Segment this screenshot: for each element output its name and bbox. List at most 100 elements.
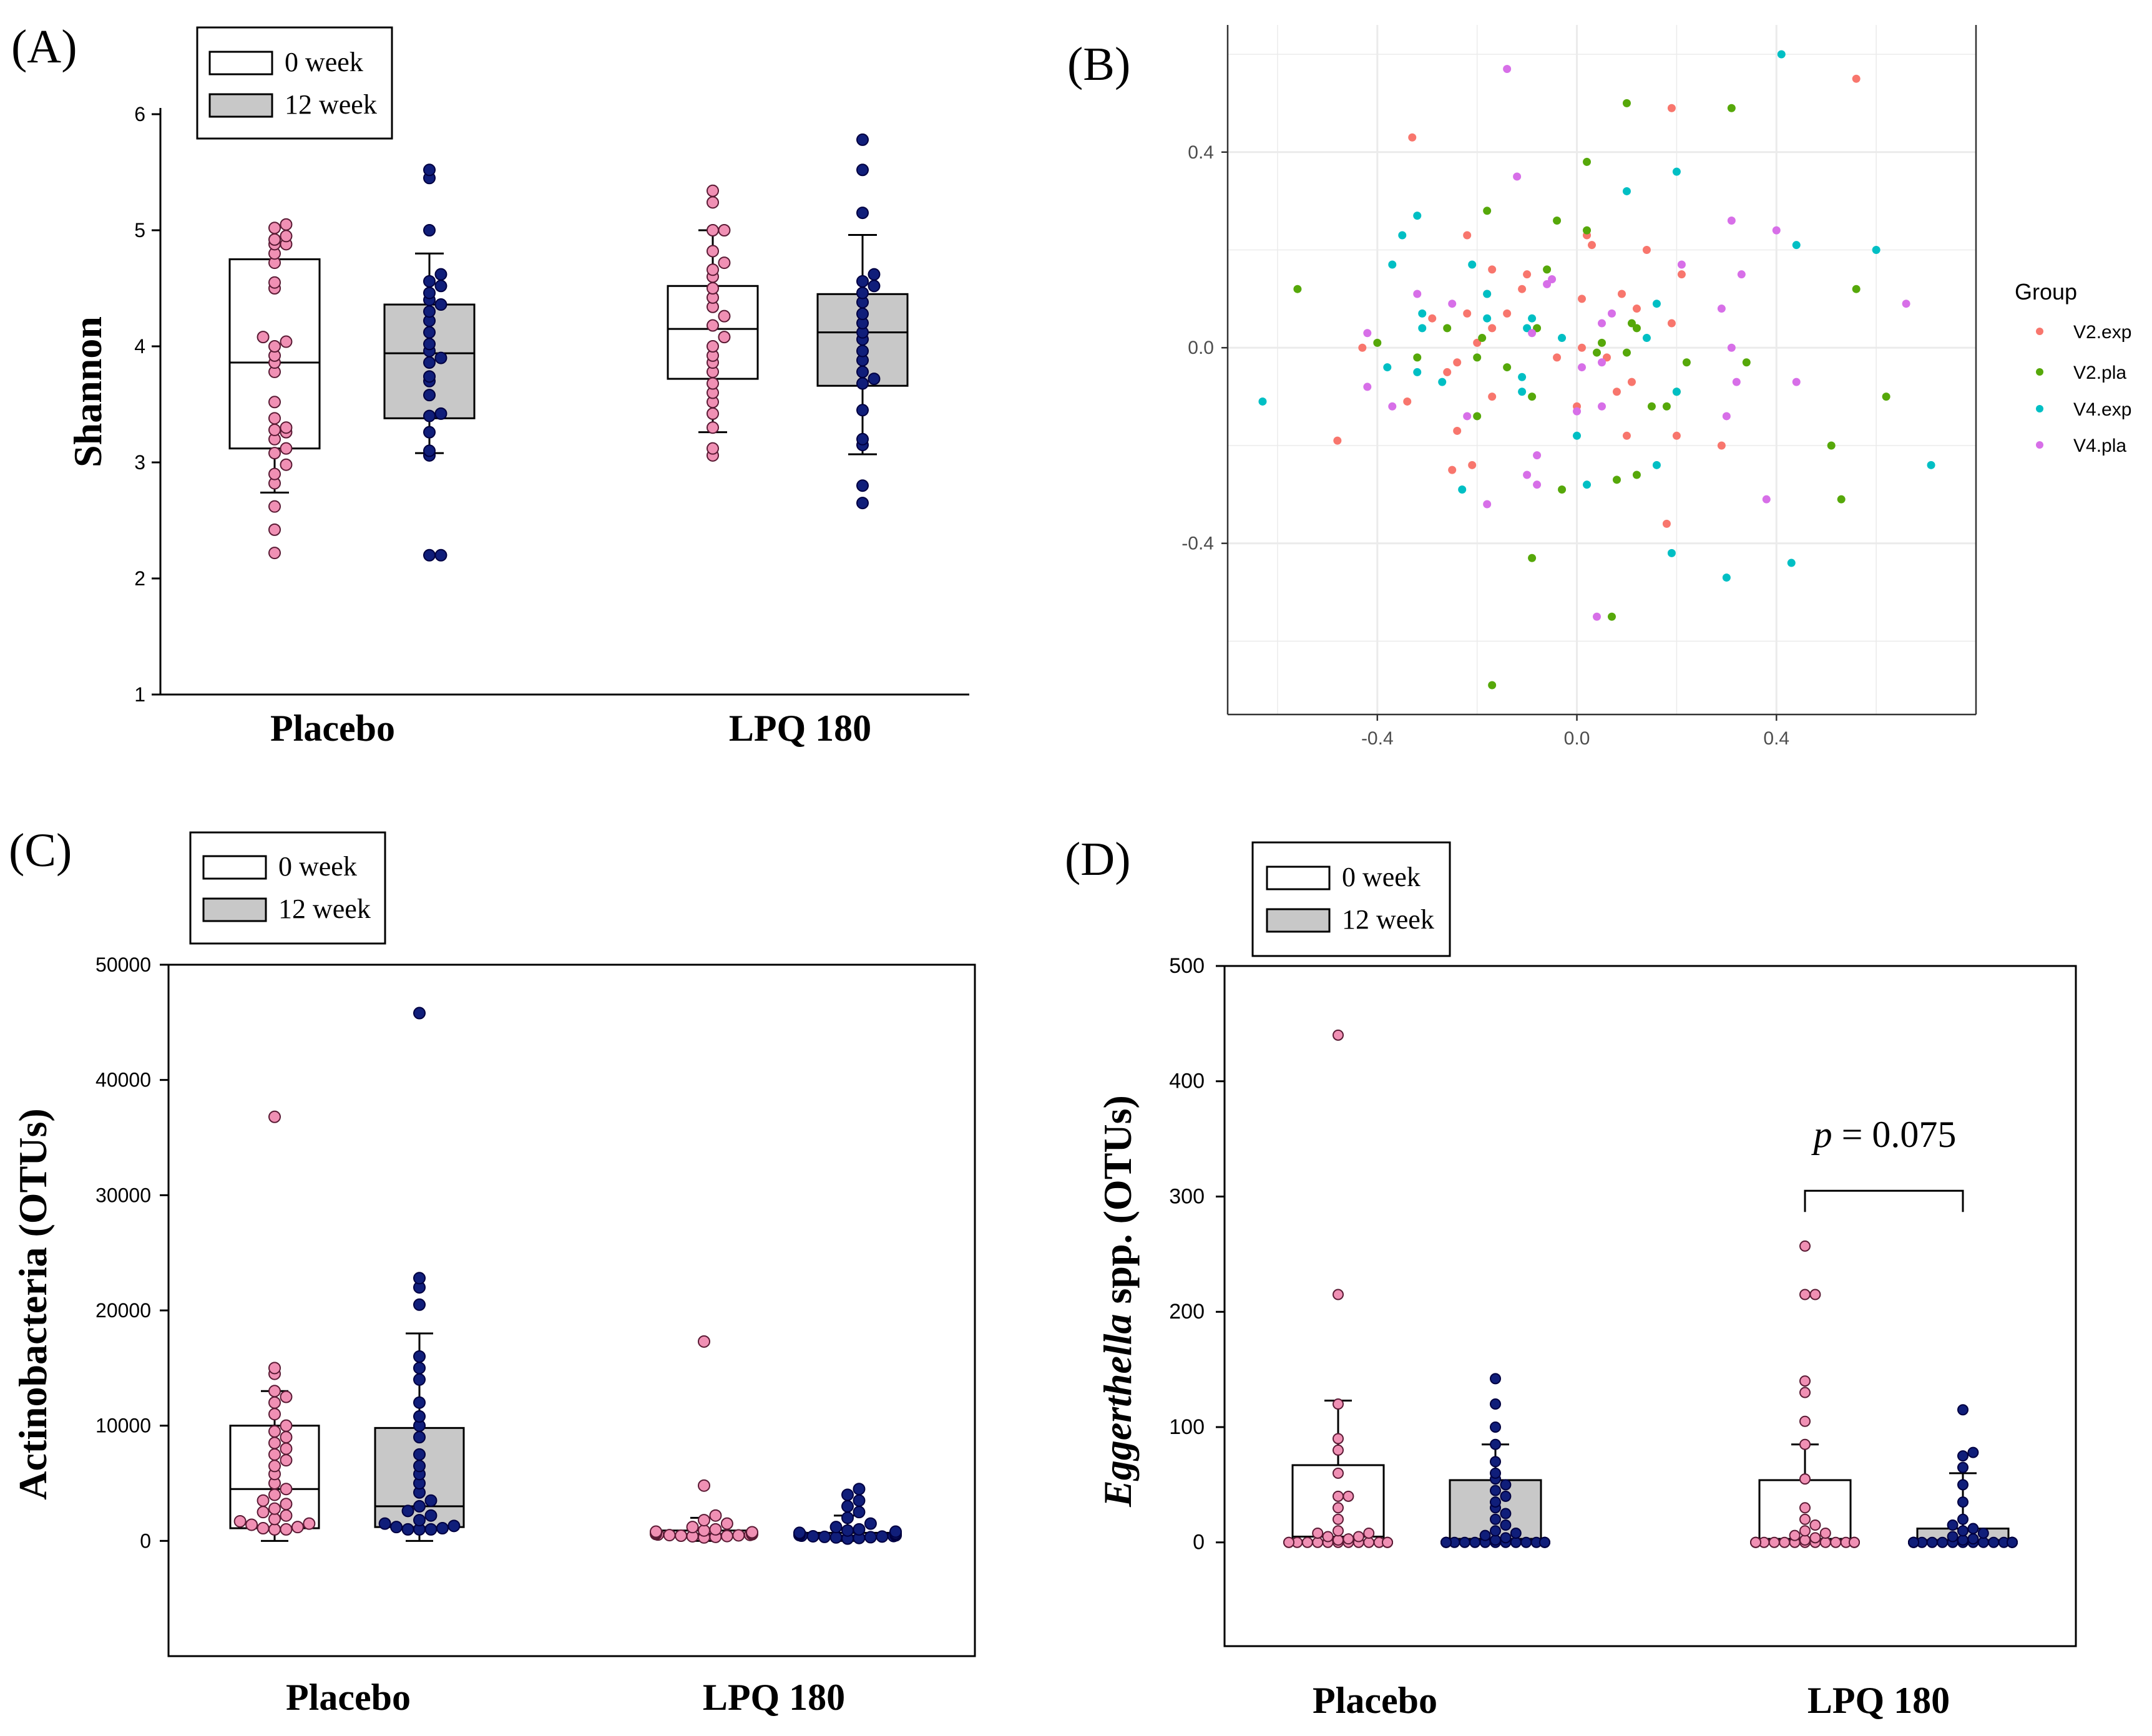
data-point-a-3-21	[856, 133, 869, 146]
legend-label-12week-c: 12 week	[278, 894, 371, 924]
legend-label-12week-a: 12 week	[285, 89, 377, 120]
data-point-d-1-30	[1490, 1456, 1501, 1468]
x-tick-label-b-2: 0.4	[1763, 728, 1789, 749]
scatter-point-2-29	[1667, 549, 1676, 557]
scatter-point-1-35	[1607, 612, 1616, 621]
data-point-a-2-24	[707, 184, 719, 197]
scatter-point-3-16	[1598, 358, 1606, 367]
data-point-d-0-16	[1322, 1531, 1334, 1543]
legend-swatch-0week-d	[1266, 866, 1331, 890]
scatter-point-3-23	[1722, 412, 1731, 421]
scatter-point-1-13	[1598, 338, 1606, 347]
scatter-point-2-17	[1642, 334, 1651, 343]
scatter-point-0-39	[1612, 388, 1621, 396]
series-V2.pla	[1293, 99, 1890, 690]
scatter-point-2-24	[1258, 397, 1267, 406]
legend-label-v4pla: V4.pla	[2073, 436, 2126, 456]
data-point-c-1-16	[413, 1448, 426, 1461]
scatter-point-1-19	[1622, 348, 1631, 357]
panel-label-b: (B)	[1067, 38, 1130, 90]
scatter-point-2-26	[1583, 480, 1592, 489]
box-group-c-0	[229, 1110, 320, 1542]
series-V4.exp	[1258, 50, 1935, 582]
scatter-point-2-21	[1518, 373, 1527, 381]
data-point-c-0-28	[268, 1385, 281, 1398]
data-point-d-0-18	[1312, 1527, 1324, 1539]
data-point-a-1-13	[423, 338, 436, 351]
data-point-d-3-30	[1957, 1450, 1969, 1462]
scatter-point-0-8	[1642, 245, 1651, 254]
y-axis-label-c: Actinobacteria (OTUs)	[11, 1108, 55, 1499]
data-point-d-0-20	[1333, 1525, 1344, 1537]
y-tick-label-d-0: 0	[1193, 1531, 1205, 1554]
data-point-c-3-2	[829, 1531, 843, 1544]
data-point-d-1-22	[1500, 1508, 1512, 1519]
data-point-a-0-6	[268, 447, 281, 460]
scatter-point-2-8	[1792, 241, 1801, 250]
scatter-point-1-18	[1593, 348, 1602, 357]
data-point-a-3-1	[856, 479, 869, 492]
scatter-point-1-10	[1443, 324, 1452, 333]
p-value-symbol: p	[1811, 1114, 1832, 1155]
scatter-point-0-30	[1488, 393, 1497, 401]
y-tick-label-c-1: 10000	[95, 1415, 151, 1437]
box-group-d-3	[1908, 1404, 2018, 1548]
scatter-point-3-28	[1762, 495, 1771, 504]
data-point-a-3-9	[856, 344, 869, 358]
data-point-a-0-12	[268, 412, 281, 425]
significance-bracket	[1804, 1189, 1964, 1212]
scatter-point-1-15	[1373, 338, 1382, 347]
legend-label-v2exp: V2.exp	[2073, 322, 2131, 343]
data-point-a-2-16	[707, 282, 719, 295]
panel-b: (B) Group V2.exp V2.pla V4.exp V4.pla -0…	[1067, 25, 2131, 749]
scatter-point-3-9	[1548, 275, 1557, 284]
data-point-d-0-26	[1333, 1444, 1344, 1456]
data-point-a-0-10	[268, 423, 281, 436]
data-point-a-2-20	[707, 245, 719, 258]
scatter-point-1-28	[1882, 393, 1890, 401]
data-point-d-1-14	[1440, 1536, 1452, 1548]
plot-frame-d	[1223, 965, 2077, 1647]
data-point-c-1-11	[424, 1494, 438, 1507]
data-point-a-2-12	[707, 319, 719, 332]
data-point-a-3-5	[856, 377, 869, 390]
data-point-a-2-3	[707, 407, 719, 420]
scatter-point-2-27	[1652, 461, 1661, 469]
data-point-d-1-15	[1490, 1534, 1501, 1546]
scatter-point-1-1	[1727, 104, 1736, 112]
data-point-c-0-25	[268, 1408, 281, 1421]
y-tick-label-d-4: 400	[1169, 1070, 1205, 1093]
scatter-point-1-5	[1583, 226, 1592, 235]
y-tick-label-b-2: 0.4	[1188, 142, 1214, 163]
scatter-point-2-12	[1652, 300, 1661, 308]
data-point-d-0-14	[1333, 1534, 1344, 1546]
data-point-d-3-5	[1988, 1536, 2000, 1548]
legend-label-0week-d: 0 week	[1342, 862, 1421, 892]
scatter-point-1-33	[1837, 495, 1846, 504]
y-tick-label-d-5: 500	[1169, 954, 1205, 978]
data-point-c-3-15	[889, 1525, 902, 1538]
data-point-c-3-25	[853, 1483, 866, 1496]
data-point-a-1-19	[423, 286, 436, 300]
scatter-point-3-3	[1772, 226, 1781, 235]
scatter-point-3-30	[1598, 319, 1606, 328]
scatter-point-3-31	[1448, 300, 1457, 308]
scatter-point-0-3	[1463, 231, 1472, 240]
scatter-point-2-6	[1468, 260, 1477, 269]
scatter-point-3-0	[1503, 65, 1512, 74]
data-point-d-3-27	[1957, 1496, 1969, 1508]
axes-a: 1 2 3 4 5 6	[134, 103, 969, 706]
data-point-c-1-5	[448, 1519, 461, 1533]
data-point-c-2-17	[686, 1521, 699, 1534]
scatter-point-0-2	[1852, 74, 1861, 83]
data-point-c-0-4	[245, 1518, 258, 1531]
scatter-point-2-14	[1418, 324, 1427, 333]
data-point-a-0-4	[268, 467, 281, 480]
legend-dot-v2exp	[2036, 328, 2043, 335]
legend-box-c	[189, 831, 386, 945]
y-tick-label-a-5: 6	[134, 103, 145, 125]
scatter-point-3-29	[1593, 612, 1602, 621]
data-point-a-3-4	[856, 404, 869, 417]
scatter-point-1-4	[1553, 216, 1562, 225]
data-point-a-0-27	[280, 230, 293, 243]
